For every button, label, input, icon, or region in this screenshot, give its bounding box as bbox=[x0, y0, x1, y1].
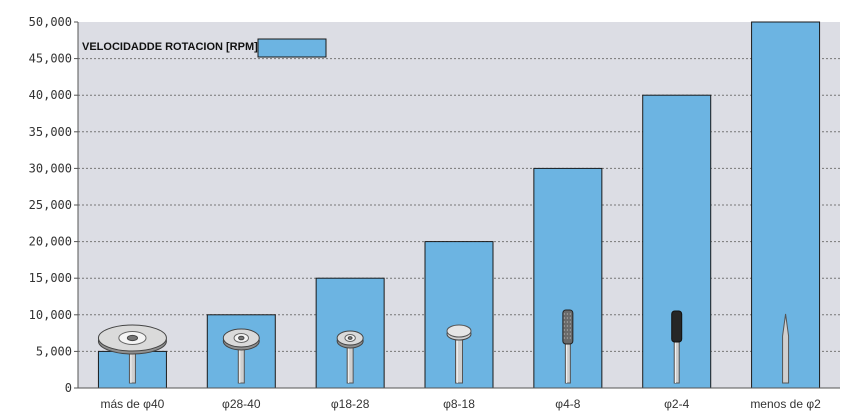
x-tick-label: φ2-4 bbox=[664, 397, 689, 411]
y-tick-label: 5,000 bbox=[36, 344, 72, 358]
large-disc-tool-icon bbox=[97, 324, 167, 384]
y-tick-label: 0 bbox=[65, 381, 72, 395]
y-tick-label: 10,000 bbox=[29, 308, 72, 322]
x-tick-labels: más de φ40 φ28-40 φ18-28 φ8-18 φ4-8 φ2-4 menos… bbox=[101, 397, 822, 411]
legend: VELOCIDADDE ROTACION [RPM] bbox=[82, 38, 327, 58]
x-tick-label: menos de φ2 bbox=[750, 397, 821, 411]
y-tick-label: 40,000 bbox=[29, 88, 72, 102]
x-tick-label: φ28-40 bbox=[222, 397, 261, 411]
medium-disc-tool-icon bbox=[222, 328, 260, 384]
bars bbox=[97, 21, 821, 389]
pointed-burr-icon bbox=[782, 313, 790, 384]
y-tick-label: 25,000 bbox=[29, 198, 72, 212]
x-tick-label: φ18-28 bbox=[331, 397, 370, 411]
diamond-burr-icon bbox=[562, 309, 574, 384]
y-tick-label: 30,000 bbox=[29, 161, 72, 175]
x-tick-label: φ8-18 bbox=[443, 397, 475, 411]
dark-burr-icon bbox=[671, 310, 683, 384]
y-tick-labels: 0 5,000 10,000 15,000 20,000 25,000 30,000 35,0… bbox=[29, 15, 78, 395]
y-tick-label: 45,000 bbox=[29, 52, 72, 66]
small-disc-tool-icon bbox=[336, 330, 364, 384]
legend-label: VELOCIDADDE ROTACION [RPM] bbox=[82, 41, 258, 53]
tool-icons bbox=[97, 309, 790, 384]
y-tick-label: 35,000 bbox=[29, 125, 72, 139]
y-tick-label: 20,000 bbox=[29, 235, 72, 249]
y-tick-label: 15,000 bbox=[29, 271, 72, 285]
y-tick-label: 50,000 bbox=[29, 15, 72, 29]
legend-swatch bbox=[257, 38, 327, 58]
x-tick-label: φ4-8 bbox=[555, 397, 580, 411]
mushroom-point-icon bbox=[446, 324, 472, 384]
x-tick-label: más de φ40 bbox=[101, 397, 165, 411]
